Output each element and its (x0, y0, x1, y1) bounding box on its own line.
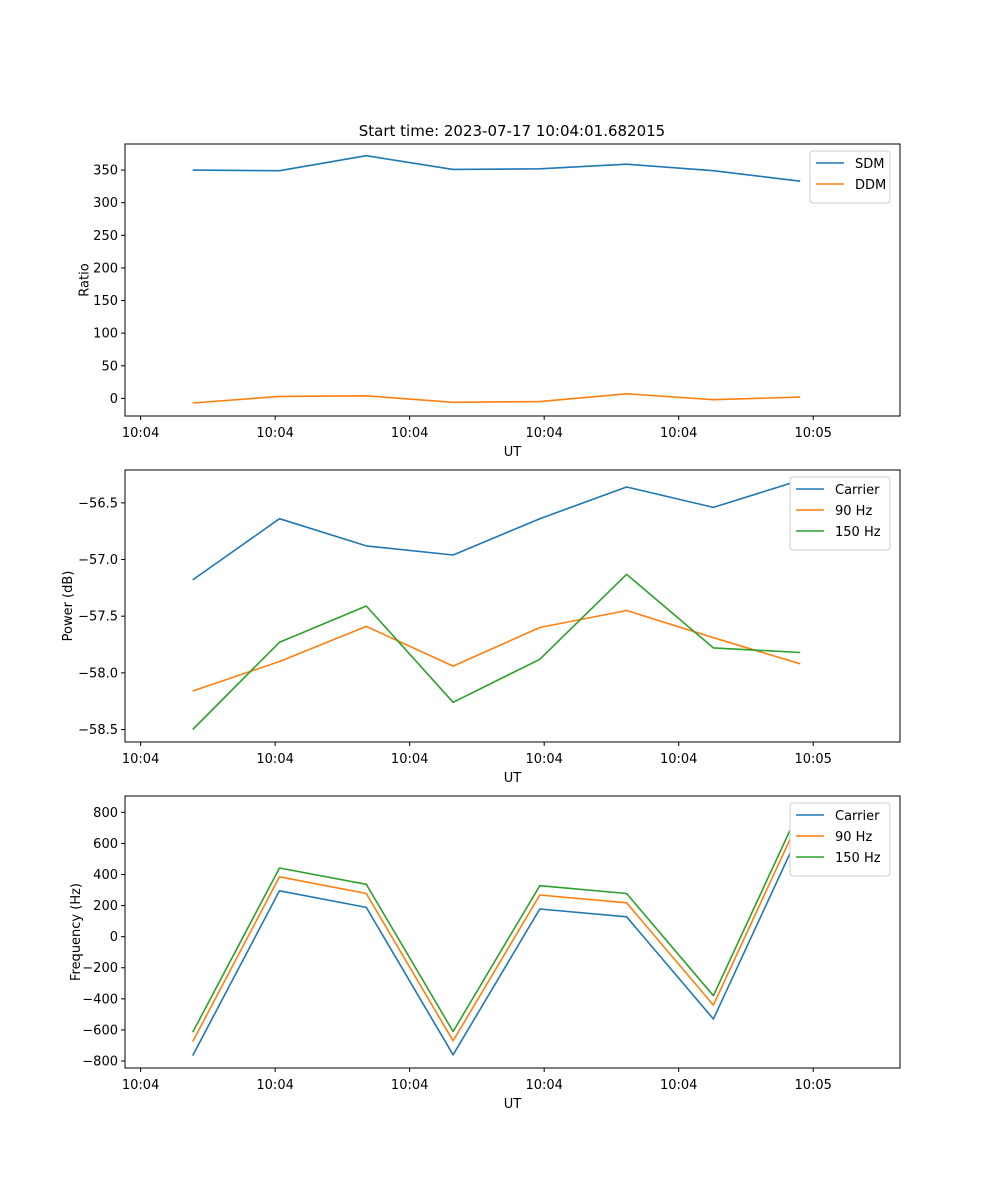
y-tick-label: −200 (82, 961, 118, 976)
legend-label: Carrier (835, 483, 880, 498)
x-tick-label: 10:04 (122, 1078, 159, 1093)
series-line-carrier (192, 479, 801, 581)
y-tick-label: −56.5 (78, 496, 118, 511)
legend-label: Carrier (835, 809, 880, 824)
x-tick-label: 10:04 (122, 426, 159, 441)
y-tick-label: 100 (93, 327, 118, 342)
x-tick-label: 10:04 (525, 426, 562, 441)
subplot-3: −800 −600 −400 −200 0 200 400 600 800 10:04 10:04 1… (69, 795, 901, 1112)
legend-label: 90 Hz (835, 504, 872, 519)
figure-title: Start time: 2023-07-17 10:04:01.682015 (359, 122, 665, 140)
y-tick-label: 600 (93, 837, 118, 852)
legend-label: 150 Hz (835, 525, 881, 540)
x-tick-label: 10:04 (256, 1078, 293, 1093)
series-line-150-hz (192, 573, 801, 731)
series-line-sdm (192, 154, 801, 182)
series-line-150-hz (191, 808, 801, 1033)
legend: Carrier 90 Hz 150 Hz (789, 802, 891, 877)
y-tick-label: 150 (93, 294, 118, 309)
legend-frame (809, 150, 891, 204)
x-tick-label: 10:05 (794, 752, 831, 767)
series-line-90-hz (192, 609, 801, 692)
y-axis-label: Power (dB) (61, 571, 76, 642)
x-tick-label: 10:04 (391, 752, 428, 767)
legend-label: 90 Hz (835, 830, 872, 845)
axes-frame (124, 795, 901, 1069)
y-tick-label: 0 (110, 392, 118, 407)
x-tick-label: 10:04 (660, 752, 697, 767)
subplot-1: 0 50 100 150 200 250 300 350 10:04 10:04 10:04 10:0… (77, 143, 901, 460)
y-tick-label: −400 (82, 992, 118, 1007)
y-tick-label: 250 (93, 229, 118, 244)
x-tick-label: 10:05 (794, 1078, 831, 1093)
x-tick-label: 10:04 (391, 426, 428, 441)
x-axis-label: UT (504, 445, 522, 460)
y-tick-label: 0 (110, 930, 118, 945)
legend-label: SDM (855, 157, 884, 172)
y-tick-label: 50 (101, 359, 118, 374)
x-tick-label: 10:04 (256, 426, 293, 441)
legend: Carrier 90 Hz 150 Hz (789, 476, 891, 551)
x-tick-label: 10:04 (660, 426, 697, 441)
y-axis-label: Ratio (77, 263, 92, 296)
x-axis-label: UT (504, 771, 522, 786)
series-line-carrier (191, 830, 801, 1056)
x-tick-label: 10:04 (391, 1078, 428, 1093)
x-tick-label: 10:04 (525, 1078, 562, 1093)
subplot-2: −58.5 −58.0 −57.5 −57.0 −56.5 10:04 10:04 10:04… (61, 469, 901, 786)
y-tick-label: 200 (93, 899, 118, 914)
y-tick-label: 350 (93, 164, 118, 179)
y-tick-label: −58.5 (78, 723, 118, 738)
legend-label: DDM (855, 178, 886, 193)
series-line-ddm (192, 392, 801, 404)
y-tick-label: 300 (93, 196, 118, 211)
y-tick-label: −800 (82, 1055, 118, 1070)
y-tick-label: 400 (93, 868, 118, 883)
x-tick-label: 10:04 (122, 752, 159, 767)
y-tick-label: −57.0 (78, 553, 118, 568)
legend: SDM DDM (809, 150, 891, 204)
axes-frame (124, 469, 901, 743)
y-axis-label: Frequency (Hz) (69, 883, 84, 981)
y-tick-label: 200 (93, 261, 118, 276)
y-tick-label: −57.5 (78, 610, 118, 625)
subplots: 0 50 100 150 200 250 300 350 10:04 10:04 10:04 10:0… (61, 143, 901, 1112)
x-tick-label: 10:04 (525, 752, 562, 767)
y-tick-label: 800 (93, 806, 118, 821)
y-tick-label: −600 (82, 1023, 118, 1038)
series-line-90-hz (191, 816, 801, 1042)
x-axis-label: UT (504, 1097, 522, 1112)
y-tick-label: −58.0 (78, 666, 118, 681)
x-tick-label: 10:05 (794, 426, 831, 441)
legend-label: 150 Hz (835, 851, 881, 866)
x-tick-label: 10:04 (256, 752, 293, 767)
axes-frame (124, 143, 901, 417)
x-tick-label: 10:04 (660, 1078, 697, 1093)
